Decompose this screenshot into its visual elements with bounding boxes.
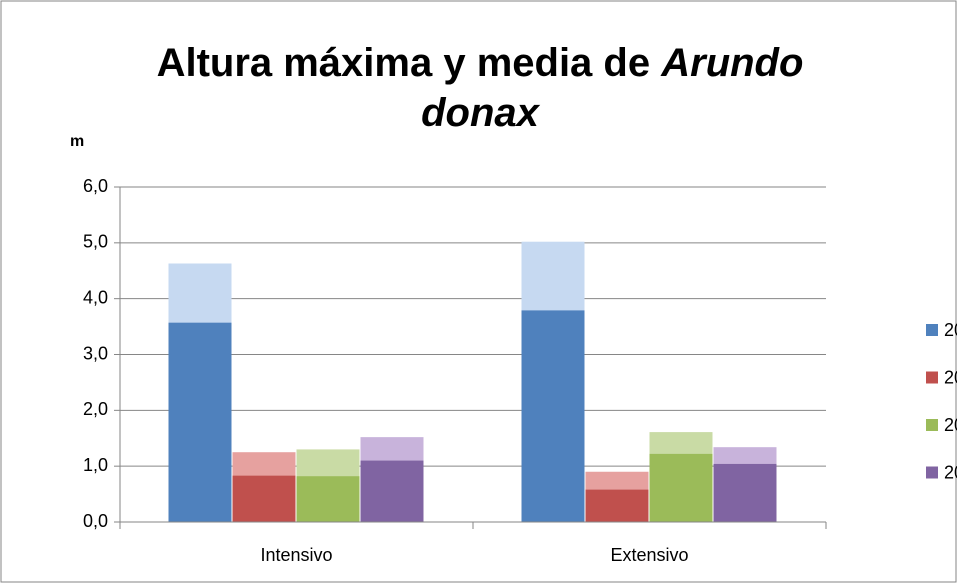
y-tick-label: 5,0: [83, 232, 108, 252]
x-tick-label: Extensivo: [610, 545, 688, 565]
mean-bar: [713, 463, 777, 522]
legend-swatch: [926, 371, 938, 384]
y-axis-label: m: [70, 133, 84, 150]
legend-label: 2017: [944, 415, 957, 435]
y-tick-label: 1,0: [83, 455, 108, 475]
legend-label: 2015: [944, 320, 957, 340]
y-tick-label: 0,0: [83, 511, 108, 531]
y-tick-label: 6,0: [83, 176, 108, 196]
mean-bar: [649, 453, 713, 522]
legend-swatch: [926, 419, 938, 431]
legend-label: 2018: [944, 462, 957, 482]
legend-swatch: [926, 324, 938, 336]
y-tick-label: 2,0: [83, 399, 108, 419]
mean-bar: [296, 476, 360, 522]
legend-label: 2016: [944, 367, 957, 387]
x-tick-label: Intensivo: [260, 545, 332, 565]
mean-bar: [232, 475, 296, 522]
title-text: Altura máxima y media de: [156, 41, 651, 85]
mean-bar: [168, 322, 232, 522]
legend-swatch: [926, 466, 938, 479]
y-tick-label: 3,0: [83, 343, 108, 363]
mean-bar: [585, 489, 649, 522]
mean-bar: [521, 310, 585, 522]
title-species: Arundo donax: [421, 41, 804, 135]
chart-title: Altura máxima y media de Arundo donax: [110, 38, 850, 138]
mean-bar: [360, 460, 424, 522]
y-tick-label: 4,0: [83, 287, 108, 307]
